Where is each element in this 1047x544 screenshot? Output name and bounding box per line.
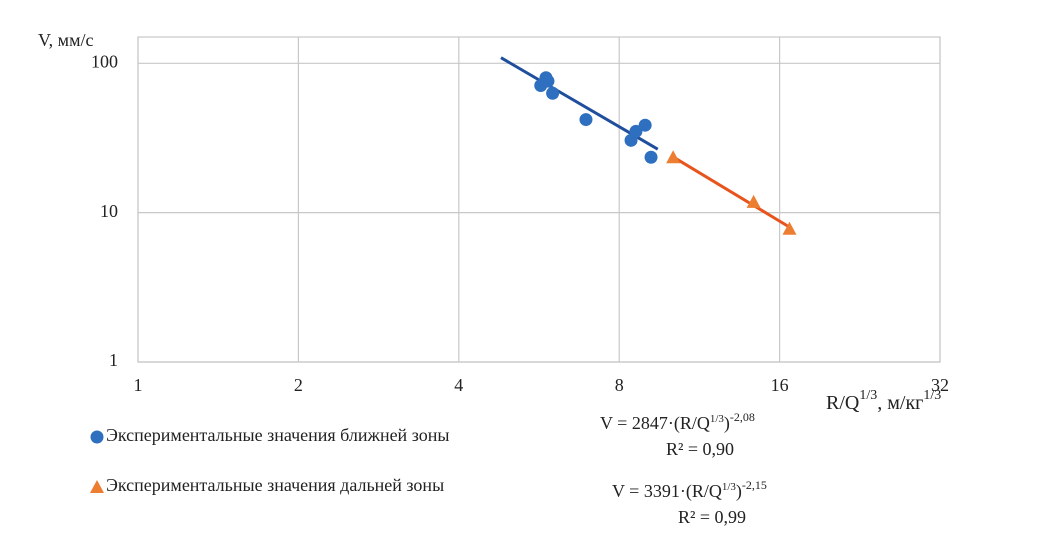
x-tick-label: 4	[454, 375, 463, 395]
y-tick-label: 10	[100, 201, 118, 221]
trendline-equation: V = 3391·(R/Q1/3)-2,15	[612, 478, 767, 502]
trendline-equation: V = 2847·(R/Q1/3)-2,08	[600, 410, 755, 434]
legend-label: Экспериментальные значения дальней зоны	[106, 475, 444, 495]
data-point	[534, 79, 548, 93]
trendline-r2: R² = 0,99	[678, 507, 746, 527]
equation-sup: 1/3	[710, 413, 725, 425]
x-axis-label-unit-sup: 1/3	[923, 388, 941, 403]
y-axis-label: V, мм/с	[38, 30, 93, 50]
trendline-r2: R² = 0,90	[666, 439, 734, 459]
legend-marker	[90, 430, 104, 444]
legend-label: Экспериментальные значения ближней зоны	[106, 425, 449, 445]
data-point	[579, 113, 593, 127]
data-point	[666, 150, 681, 164]
x-tick-label: 1	[134, 375, 143, 395]
x-tick-label: 16	[771, 375, 789, 395]
x-axis-label-sup: 1/3	[859, 388, 877, 403]
legend-marker	[90, 480, 104, 493]
data-point	[629, 124, 643, 138]
equation-part: )	[724, 413, 730, 434]
x-axis-label-unit: , м/кг	[877, 392, 923, 414]
equation-part: V = 2847·(R/Q	[600, 413, 710, 434]
data-point	[638, 118, 652, 132]
x-tick-label: 2	[294, 375, 303, 395]
x-tick-label: 8	[615, 375, 624, 395]
equation-part: )	[736, 481, 742, 502]
data-point	[546, 86, 560, 100]
data-point	[746, 194, 761, 208]
y-tick-label: 1	[109, 350, 118, 370]
equation-sup: 1/3	[722, 481, 737, 493]
equation-sup: -2,08	[730, 410, 755, 424]
x-axis-label: R/Q1/3, м/кг1/3	[826, 388, 941, 413]
data-point	[644, 150, 658, 164]
y-tick-label: 100	[91, 51, 118, 71]
equation-part: V = 3391·(R/Q	[612, 481, 722, 502]
trendline	[672, 155, 791, 229]
x-axis-label-main: R/Q	[826, 392, 860, 414]
x-tick-label: 32	[931, 375, 949, 395]
data-point	[782, 221, 797, 235]
equation-sup: -2,15	[742, 478, 767, 492]
